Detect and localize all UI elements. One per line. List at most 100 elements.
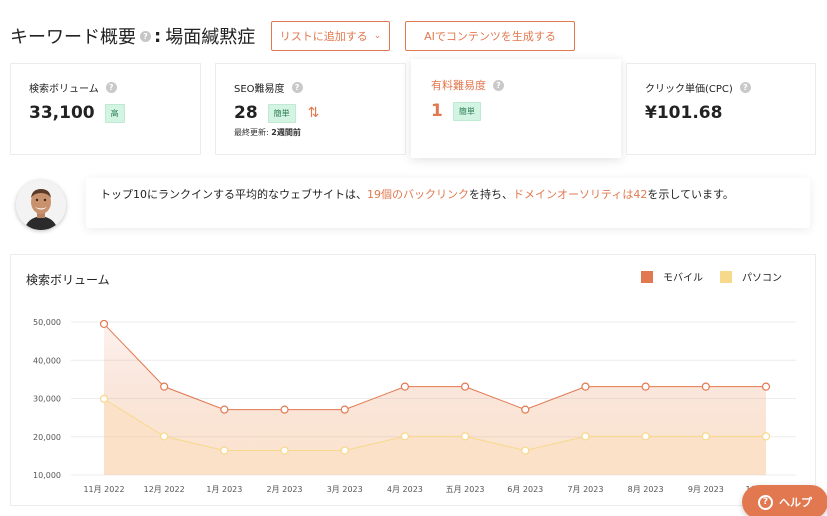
avatar xyxy=(16,180,66,230)
x-tick-label: 4月 2023 xyxy=(387,485,423,494)
help-icon[interactable]: ? xyxy=(493,79,504,91)
desktop-point xyxy=(460,432,470,441)
search-volume-label-text: 検索ボリューム xyxy=(29,84,99,95)
mobile-point xyxy=(280,405,289,414)
status-badge: 簡単 xyxy=(452,101,481,121)
desktop-point xyxy=(701,432,710,441)
paid-difficulty-value: 1 xyxy=(431,101,443,121)
mobile-point xyxy=(581,382,590,391)
desktop-point xyxy=(160,432,169,441)
y-tick-label: 20,000 xyxy=(33,433,61,442)
ai-generate-label: AIでコンテンツを生成する xyxy=(424,30,556,43)
desktop-line xyxy=(103,398,766,452)
desktop-point xyxy=(99,394,109,403)
keyword-title: 場面緘黙症 xyxy=(165,27,256,48)
page-title: キーワード概要 xyxy=(10,27,136,48)
search-volume-card: 検索ボリューム ? 33,100 高 xyxy=(10,63,201,155)
chart-title: 検索ボリューム xyxy=(26,273,110,287)
cpc-label: クリック単価(CPC) ? xyxy=(645,80,797,95)
mobile-point xyxy=(460,382,470,391)
seo-difficulty-card: SEO難易度 ? 28 簡単 ⇅ 最終更新: 2週間前 xyxy=(215,63,406,155)
mobile-area xyxy=(104,323,766,451)
legend-mobile[interactable]: モバイル xyxy=(641,269,703,284)
desktop-point xyxy=(220,446,229,455)
legend-swatch-mobile xyxy=(641,270,653,283)
status-badge: 簡単 xyxy=(267,103,296,123)
avatar-image xyxy=(16,180,66,230)
tip-text-3: を示しています。 xyxy=(647,188,734,201)
x-tick-label: 7月 2023 xyxy=(567,485,603,494)
last-updated-value: 2週間前 xyxy=(271,128,301,137)
tip-text-2: を持ち、 xyxy=(469,188,513,201)
last-updated-label: 最終更新: xyxy=(234,128,272,137)
mobile-point xyxy=(761,382,771,391)
help-icon[interactable]: ? xyxy=(105,82,117,93)
cpc-card: クリック単価(CPC) ? ¥101.68 xyxy=(626,63,816,155)
help-icon[interactable]: ? xyxy=(140,30,151,42)
mobile-point xyxy=(400,382,410,391)
search-volume-label: 検索ボリューム ? xyxy=(29,80,182,95)
paid-difficulty-label-text: 有料難易度 xyxy=(431,79,486,92)
search-volume-value: 33,100 xyxy=(29,103,95,123)
tip-backlinks: 19個のバックリンク xyxy=(367,188,469,201)
seo-difficulty-label: SEO難易度 ? xyxy=(234,80,387,95)
search-volume-chart: 検索ボリューム モバイル パソコン 10,000 20,000 30,000 40,0… xyxy=(10,254,816,506)
chart-plot: 10,000 20,000 30,000 40,000 50,000 11月 2022 12… xyxy=(33,318,796,494)
title-colon: : xyxy=(154,25,162,47)
x-tick-label: 9月 2023 xyxy=(688,485,724,494)
y-tick-label: 30,000 xyxy=(33,395,61,404)
help-icon[interactable]: ? xyxy=(291,82,303,93)
legend-label-desktop: パソコン xyxy=(742,273,782,284)
add-to-list-button[interactable]: リストに追加する ⌄ xyxy=(271,21,390,51)
question-circle-icon: ? xyxy=(758,494,773,510)
desktop-point xyxy=(400,432,410,441)
desktop-point xyxy=(641,432,650,441)
status-badge: 高 xyxy=(104,103,125,123)
insight-tip: トップ10にランクインする平均的なウェブサイトは、19個のバックリンクを持ち、ド… xyxy=(86,178,810,228)
x-tick-label: 12月 2022 xyxy=(144,485,185,494)
mobile-point xyxy=(641,382,650,391)
desktop-point xyxy=(340,446,349,455)
help-label: ヘルプ xyxy=(779,496,812,509)
mobile-point xyxy=(99,319,109,329)
paid-difficulty-card: 有料難易度 ? 1 簡単 xyxy=(411,59,621,158)
help-icon[interactable]: ? xyxy=(739,82,751,93)
mobile-point xyxy=(521,405,530,414)
x-tick-label: 6月 2023 xyxy=(507,485,543,494)
mobile-line xyxy=(103,323,766,411)
x-tick-label: 3月 2023 xyxy=(327,485,363,494)
desktop-point xyxy=(581,432,590,441)
ai-generate-button[interactable]: AIでコンテンツを生成する xyxy=(405,21,575,51)
mobile-point xyxy=(340,405,349,414)
x-tick-label: 1月 2023 xyxy=(206,485,242,494)
seo-difficulty-value: 28 xyxy=(234,103,258,123)
legend-label-mobile: モバイル xyxy=(663,273,703,284)
mobile-point xyxy=(701,382,710,391)
x-tick-label: 11月 2022 xyxy=(83,485,124,494)
y-tick-label: 40,000 xyxy=(33,356,61,365)
x-tick-label: 2月 2023 xyxy=(267,485,303,494)
desktop-area xyxy=(104,398,766,475)
legend-desktop[interactable]: パソコン xyxy=(720,269,782,284)
last-updated: 最終更新: 2週間前 xyxy=(234,127,387,138)
refresh-icon[interactable]: ⇅ xyxy=(307,105,320,121)
cpc-label-text: クリック単価(CPC) xyxy=(645,84,733,95)
help-button[interactable]: ? ヘルプ xyxy=(742,485,827,516)
cpc-value: ¥101.68 xyxy=(645,103,723,123)
seo-difficulty-label-text: SEO難易度 xyxy=(234,84,285,95)
y-tick-label: 10,000 xyxy=(33,471,61,480)
mobile-point xyxy=(220,405,229,414)
x-tick-label: 五月 2023 xyxy=(446,485,485,494)
chevron-down-icon: ⌄ xyxy=(373,31,382,41)
desktop-point xyxy=(280,446,289,455)
tip-text-1: トップ10にランクインする平均的なウェブサイトは、 xyxy=(100,188,367,201)
paid-difficulty-label: 有料難易度 ? xyxy=(431,77,601,93)
tip-domain-authority: ドメインオーソリティは42 xyxy=(513,188,648,201)
x-tick-label: 8月 2023 xyxy=(628,485,664,494)
desktop-point xyxy=(761,432,771,441)
y-tick-label: 50,000 xyxy=(33,318,61,327)
add-to-list-label: リストに追加する xyxy=(279,30,368,43)
legend-swatch-desktop xyxy=(720,270,732,283)
desktop-point xyxy=(521,446,530,455)
mobile-point xyxy=(160,382,169,391)
